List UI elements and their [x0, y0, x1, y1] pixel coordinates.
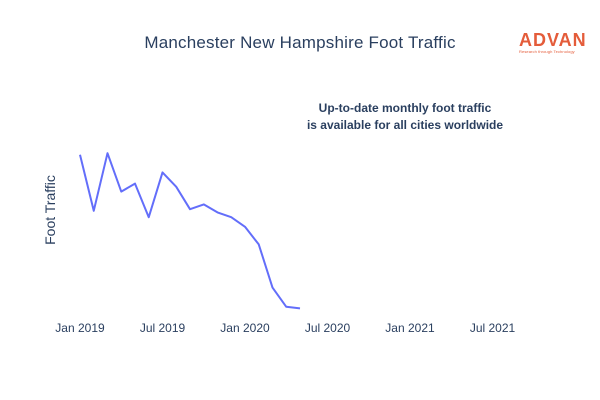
x-tick-label: Jul 2020	[305, 321, 351, 335]
annotation-line-2: is available for all cities worldwide	[306, 118, 504, 132]
x-tick-label: Jul 2021	[470, 321, 516, 335]
logo-wordmark: ADVAN	[519, 30, 587, 50]
logo-tagline: Research through Technology	[519, 49, 575, 54]
series-line-0	[79, 152, 301, 310]
x-tick-label: Jan 2019	[55, 321, 105, 335]
advan-logo: ADVAN Research through Technology	[519, 30, 587, 55]
x-tick-label: Jul 2019	[140, 321, 186, 335]
x-tick-label: Jan 2020	[220, 321, 270, 335]
chart-title: Manchester New Hampshire Foot Traffic	[144, 33, 456, 52]
x-tick-label: Jan 2021	[385, 321, 435, 335]
chart-annotation: Up-to-date monthly foot traffic is avail…	[255, 100, 555, 134]
annotation-line-1: Up-to-date monthly foot traffic	[318, 101, 492, 115]
